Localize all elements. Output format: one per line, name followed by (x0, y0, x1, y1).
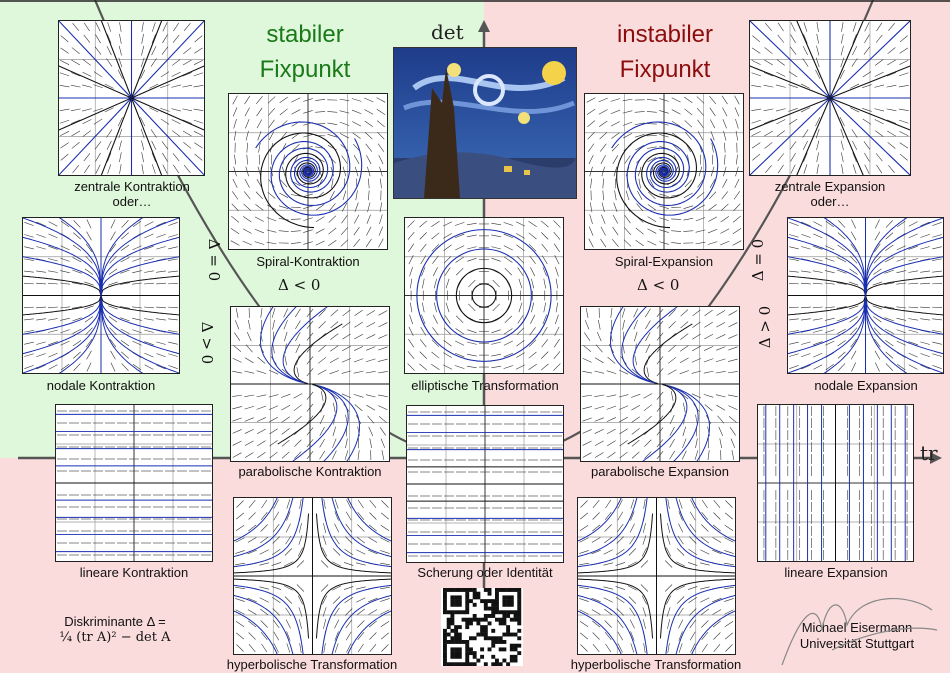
starry-night-painting (393, 47, 577, 199)
tr-axis-arrow (930, 452, 942, 464)
panel-nodal-contraction (22, 217, 180, 374)
caption-shear: Scherung oder Identität (417, 565, 553, 580)
det-axis-arrow (478, 20, 490, 32)
caption-hyperbolic-left: hyperbolische Transformation (226, 657, 398, 672)
panel-parabolic-expansion (580, 306, 740, 462)
panel-parabolic-contraction (230, 306, 390, 462)
panel-linear-expansion (757, 404, 914, 562)
panel-linear-contraction (55, 404, 213, 562)
caption-parabolic-contraction: parabolische Kontraktion (238, 464, 382, 479)
panel-nodal-expansion (787, 217, 944, 374)
unstable-title-line2: Fixpunkt (619, 56, 711, 83)
det-axis-label: det (431, 20, 464, 44)
panel-spiral-contraction (228, 93, 388, 250)
caption-central-expansion-oder: oder… (810, 194, 850, 209)
stable-title-line1: stabiler (266, 21, 344, 48)
caption-central-contraction: zentrale Kontraktion (74, 179, 190, 194)
right-delta-gt-zero-label: Δ > 0 (756, 305, 774, 349)
author-affiliation: Universität Stuttgart (799, 636, 915, 651)
author-signature (781, 597, 938, 666)
right-delta-eq-zero-label: Δ = 0 (749, 238, 767, 282)
right-delta-lt-zero-label: Δ < 0 (637, 276, 680, 294)
caption-spiral-contraction: Spiral-Kontraktion (256, 254, 360, 269)
caption-elliptic: elliptische Transformation (411, 378, 559, 393)
caption-spiral-expansion: Spiral-Expansion (614, 254, 714, 269)
caption-central-contraction-oder: oder… (112, 194, 152, 209)
panel-hyperbolic-left (233, 497, 392, 655)
caption-linear-expansion: lineare Expansion (784, 565, 888, 580)
left-delta-eq-zero-label: Δ = 0 (205, 238, 223, 282)
caption-parabolic-expansion: parabolische Expansion (590, 464, 730, 479)
tr-axis-label: tr (920, 441, 938, 465)
panel-central-contraction (58, 20, 205, 176)
panel-elliptic (404, 217, 564, 374)
panel-spiral-expansion (584, 93, 744, 250)
left-delta-lt-zero-label: Δ < 0 (278, 276, 321, 294)
unstable-title-line1: instabiler (616, 21, 714, 48)
caption-hyperbolic-right: hyperbolische Transformation (570, 657, 742, 672)
panel-shear (406, 405, 564, 563)
caption-nodal-contraction: nodale Kontraktion (46, 378, 156, 393)
panel-central-expansion (749, 20, 911, 176)
caption-linear-contraction: lineare Kontraktion (79, 565, 189, 580)
discriminant-line1: Diskriminante Δ = (64, 614, 166, 629)
left-delta-gt-zero-label: Δ > 0 (198, 321, 216, 365)
stable-title-line2: Fixpunkt (259, 56, 351, 83)
discriminant-line2: ¼ (tr A)² − det A (59, 630, 171, 645)
caption-nodal-expansion: nodale Expansion (814, 378, 918, 393)
panel-hyperbolic-right (577, 497, 736, 655)
qr-code (441, 588, 523, 667)
caption-central-expansion: zentrale Expansion (774, 179, 886, 194)
